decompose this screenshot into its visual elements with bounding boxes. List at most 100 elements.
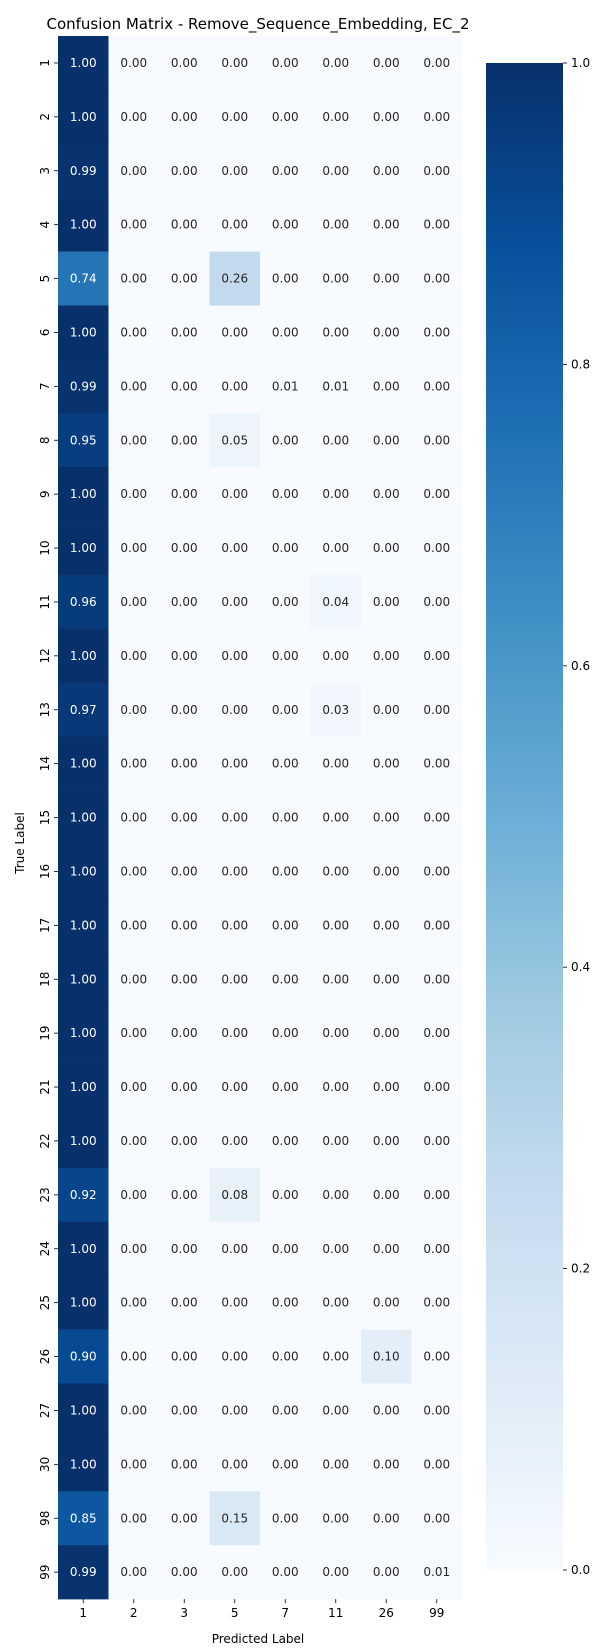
- heatmap-cell: [260, 952, 311, 1007]
- cell-value-label: 0.00: [423, 1080, 450, 1094]
- x-tick-label: 11: [328, 1606, 343, 1620]
- cell-value-label: 0.00: [423, 864, 450, 878]
- cell-value-label: 0.00: [171, 1026, 198, 1040]
- heatmap-cell: [209, 1167, 261, 1223]
- heatmap-cell: [159, 467, 210, 522]
- heatmap-cell: [310, 143, 362, 198]
- cell-value-label: 0.00: [120, 1080, 147, 1094]
- cell-value-label: 0.00: [373, 1565, 400, 1579]
- cell-value-label: 0.00: [322, 1242, 349, 1256]
- cell-value-label: 0.00: [171, 541, 198, 555]
- heatmap-cell: [58, 36, 109, 91]
- cell-value-label: 0.00: [373, 1457, 400, 1471]
- y-tick-label: 21: [38, 1079, 52, 1094]
- heatmap-cell: [209, 1329, 261, 1384]
- cell-value-label: 0.00: [272, 595, 299, 609]
- cell-value-label: 0.00: [423, 1242, 450, 1256]
- cell-value-label: 0.00: [171, 1080, 198, 1094]
- heatmap-cell: [108, 1167, 160, 1223]
- heatmap-cell: [411, 1329, 463, 1384]
- cell-value-label: 0.00: [171, 1511, 198, 1525]
- cell-value-label: 0.01: [272, 379, 299, 393]
- heatmap-cell: [159, 1006, 210, 1061]
- cell-value-label: 0.00: [373, 972, 400, 986]
- heatmap-cell: [159, 197, 210, 252]
- cell-value-label: 0.00: [373, 1511, 400, 1525]
- heatmap-cell: [159, 1383, 210, 1438]
- cell-value-label: 0.00: [373, 1403, 400, 1417]
- heatmap-cell: [159, 1221, 210, 1276]
- heatmap-cell: [260, 467, 311, 522]
- heatmap-cell: [411, 844, 463, 899]
- heatmap-cell: [310, 1114, 362, 1169]
- heatmap-cell: [310, 251, 362, 306]
- cell-value-label: 0.00: [423, 1511, 450, 1525]
- heatmap-cell: [108, 1114, 160, 1169]
- cell-value-label: 0.00: [373, 811, 400, 825]
- heatmap-cell: [411, 1167, 463, 1223]
- heatmap-cell: [58, 1221, 109, 1276]
- cell-value-label: 0.03: [322, 703, 349, 717]
- cell-value-label: 0.00: [120, 110, 147, 124]
- heatmap-cell: [58, 844, 109, 899]
- cell-value-label: 0.00: [423, 918, 450, 932]
- heatmap-cell: [209, 305, 261, 360]
- heatmap-cell: [361, 467, 412, 522]
- cell-value-label: 0.00: [120, 1026, 147, 1040]
- y-tick-label: 7: [38, 383, 52, 391]
- heatmap-cell: [260, 1275, 311, 1330]
- cell-value-label: 0.00: [272, 864, 299, 878]
- heatmap-cell: [58, 1545, 109, 1600]
- heatmap-cell: [310, 898, 362, 953]
- heatmap-cell: [58, 1275, 109, 1330]
- cell-value-label: 0.97: [70, 703, 97, 717]
- cell-value-label: 0.74: [70, 272, 97, 286]
- heatmap-cell: [260, 575, 311, 630]
- cell-value-label: 0.00: [221, 1134, 248, 1148]
- heatmap-cell: [108, 305, 160, 360]
- heatmap-cell: [108, 1437, 160, 1492]
- cell-value-label: 0.00: [322, 1080, 349, 1094]
- heatmap-cell: [361, 251, 412, 306]
- cell-value-label: 0.00: [322, 811, 349, 825]
- cell-value-label: 0.00: [171, 811, 198, 825]
- heatmap-cell: [209, 1060, 261, 1115]
- y-tick-label: 22: [38, 1133, 52, 1148]
- heatmap-cell: [411, 359, 463, 414]
- cell-value-label: 0.00: [221, 1403, 248, 1417]
- cell-value-label: 0.00: [272, 110, 299, 124]
- cell-value-label: 0.00: [120, 864, 147, 878]
- y-tick-label: 6: [38, 329, 52, 337]
- x-tick-label: 2: [130, 1606, 138, 1620]
- cell-value-label: 0.00: [373, 1080, 400, 1094]
- heatmap-cell: [310, 197, 362, 252]
- x-axis-label: Predicted Label: [212, 1632, 305, 1646]
- colorbar-gradient: [486, 63, 563, 1570]
- heatmap-cell: [260, 1167, 311, 1223]
- cell-value-label: 0.00: [373, 164, 400, 178]
- cell-value-label: 0.00: [423, 1457, 450, 1471]
- heatmap-cell: [209, 1383, 261, 1438]
- cell-value-label: 0.00: [272, 1350, 299, 1364]
- heatmap-cell: [361, 89, 412, 145]
- cell-value-label: 0.00: [120, 541, 147, 555]
- colorbar-tick-label: 0.2: [571, 1262, 590, 1276]
- x-tick-label: 5: [231, 1606, 239, 1620]
- cell-value-label: 1.00: [70, 1134, 97, 1148]
- cell-value-label: 0.00: [373, 272, 400, 286]
- heatmap-cell: [58, 413, 109, 468]
- cell-value-label: 0.00: [373, 1296, 400, 1310]
- heatmap-cell: [58, 790, 109, 845]
- heatmap-cell: [361, 1275, 412, 1330]
- heatmap-cell: [58, 1114, 109, 1169]
- cell-value-label: 0.15: [221, 1511, 248, 1525]
- heatmap-cell: [209, 197, 261, 252]
- heatmap-cell: [108, 251, 160, 306]
- cell-value-label: 0.00: [221, 164, 248, 178]
- cell-value-label: 0.00: [171, 1188, 198, 1202]
- heatmap-cell: [159, 1437, 210, 1492]
- cell-value-label: 0.00: [221, 1242, 248, 1256]
- cell-value-label: 1.00: [70, 649, 97, 663]
- heatmap-cell-labels: 1.00 0.00 0.00 0.00 0.00 0.00 0.00 0.00 1.00 0.00…: [70, 56, 450, 1579]
- cell-value-label: 0.00: [423, 325, 450, 339]
